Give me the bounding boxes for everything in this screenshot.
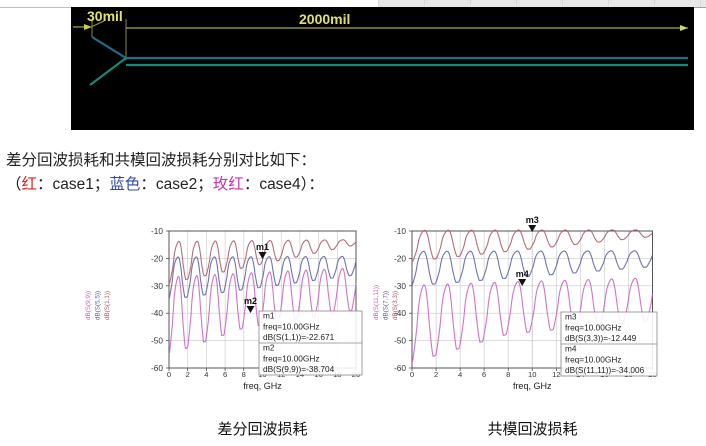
svg-text:2: 2 bbox=[434, 370, 438, 379]
svg-text:8: 8 bbox=[506, 370, 510, 379]
svg-text:freq, GHz: freq, GHz bbox=[243, 381, 282, 391]
svg-text:freq=10.00GHz: freq=10.00GHz bbox=[565, 322, 622, 332]
svg-text:0: 0 bbox=[410, 370, 414, 379]
svg-text:freq, GHz: freq, GHz bbox=[513, 381, 552, 391]
svg-text:m3: m3 bbox=[565, 312, 577, 322]
svg-text:dB(S(11,11))=-34.006: dB(S(11,11))=-34.006 bbox=[565, 365, 645, 375]
svg-text:-40: -40 bbox=[394, 308, 406, 318]
svg-text:-50: -50 bbox=[151, 336, 163, 346]
svg-text:6: 6 bbox=[482, 370, 486, 379]
svg-text:8: 8 bbox=[242, 370, 246, 379]
svg-text:dB(S(1,1))=-22.671: dB(S(1,1))=-22.671 bbox=[263, 332, 335, 342]
svg-text:dB(S(9,9))=-38.704: dB(S(9,9))=-38.704 bbox=[263, 364, 335, 374]
svg-text:m3: m3 bbox=[526, 215, 539, 225]
svg-text:m2: m2 bbox=[263, 343, 275, 353]
svg-text:dB(S(3,3))=-12.449: dB(S(3,3))=-12.449 bbox=[565, 333, 637, 343]
svg-text:m4: m4 bbox=[516, 269, 529, 279]
svg-text:m1: m1 bbox=[256, 242, 269, 252]
svg-text:dB(S(5,5)): dB(S(5,5)) bbox=[95, 291, 102, 320]
svg-text:-10: -10 bbox=[394, 226, 406, 236]
svg-text:0: 0 bbox=[167, 370, 171, 379]
svg-text:dB(S(11,11)): dB(S(11,11)) bbox=[373, 285, 380, 320]
svg-text:m4: m4 bbox=[565, 344, 577, 354]
svg-text:-60: -60 bbox=[151, 363, 163, 373]
svg-text:-20: -20 bbox=[394, 253, 406, 263]
svg-text:-10: -10 bbox=[151, 226, 163, 236]
svg-text:dB(S(1,1)): dB(S(1,1)) bbox=[104, 291, 111, 320]
svg-text:-50: -50 bbox=[394, 336, 406, 346]
svg-text:freq=10.00GHz: freq=10.00GHz bbox=[565, 354, 622, 364]
svg-text:10: 10 bbox=[528, 370, 536, 379]
svg-text:12: 12 bbox=[552, 370, 560, 379]
svg-text:-20: -20 bbox=[151, 253, 163, 263]
svg-text:2: 2 bbox=[186, 370, 190, 379]
svg-text:dB(S(7,7)): dB(S(7,7)) bbox=[383, 291, 390, 320]
svg-text:dB(S(9,9)): dB(S(9,9)) bbox=[85, 291, 92, 320]
svg-text:-60: -60 bbox=[394, 363, 406, 373]
svg-text:4: 4 bbox=[204, 370, 208, 379]
svg-text:m2: m2 bbox=[244, 296, 257, 306]
svg-text:4: 4 bbox=[458, 370, 462, 379]
svg-text:freq=10.00GHz: freq=10.00GHz bbox=[263, 321, 320, 331]
svg-text:m1: m1 bbox=[263, 311, 275, 321]
svg-text:-30: -30 bbox=[151, 281, 163, 291]
svg-text:-40: -40 bbox=[151, 308, 163, 318]
svg-text:freq=10.00GHz: freq=10.00GHz bbox=[263, 353, 320, 363]
svg-text:6: 6 bbox=[223, 370, 227, 379]
svg-text:-30: -30 bbox=[394, 281, 406, 291]
